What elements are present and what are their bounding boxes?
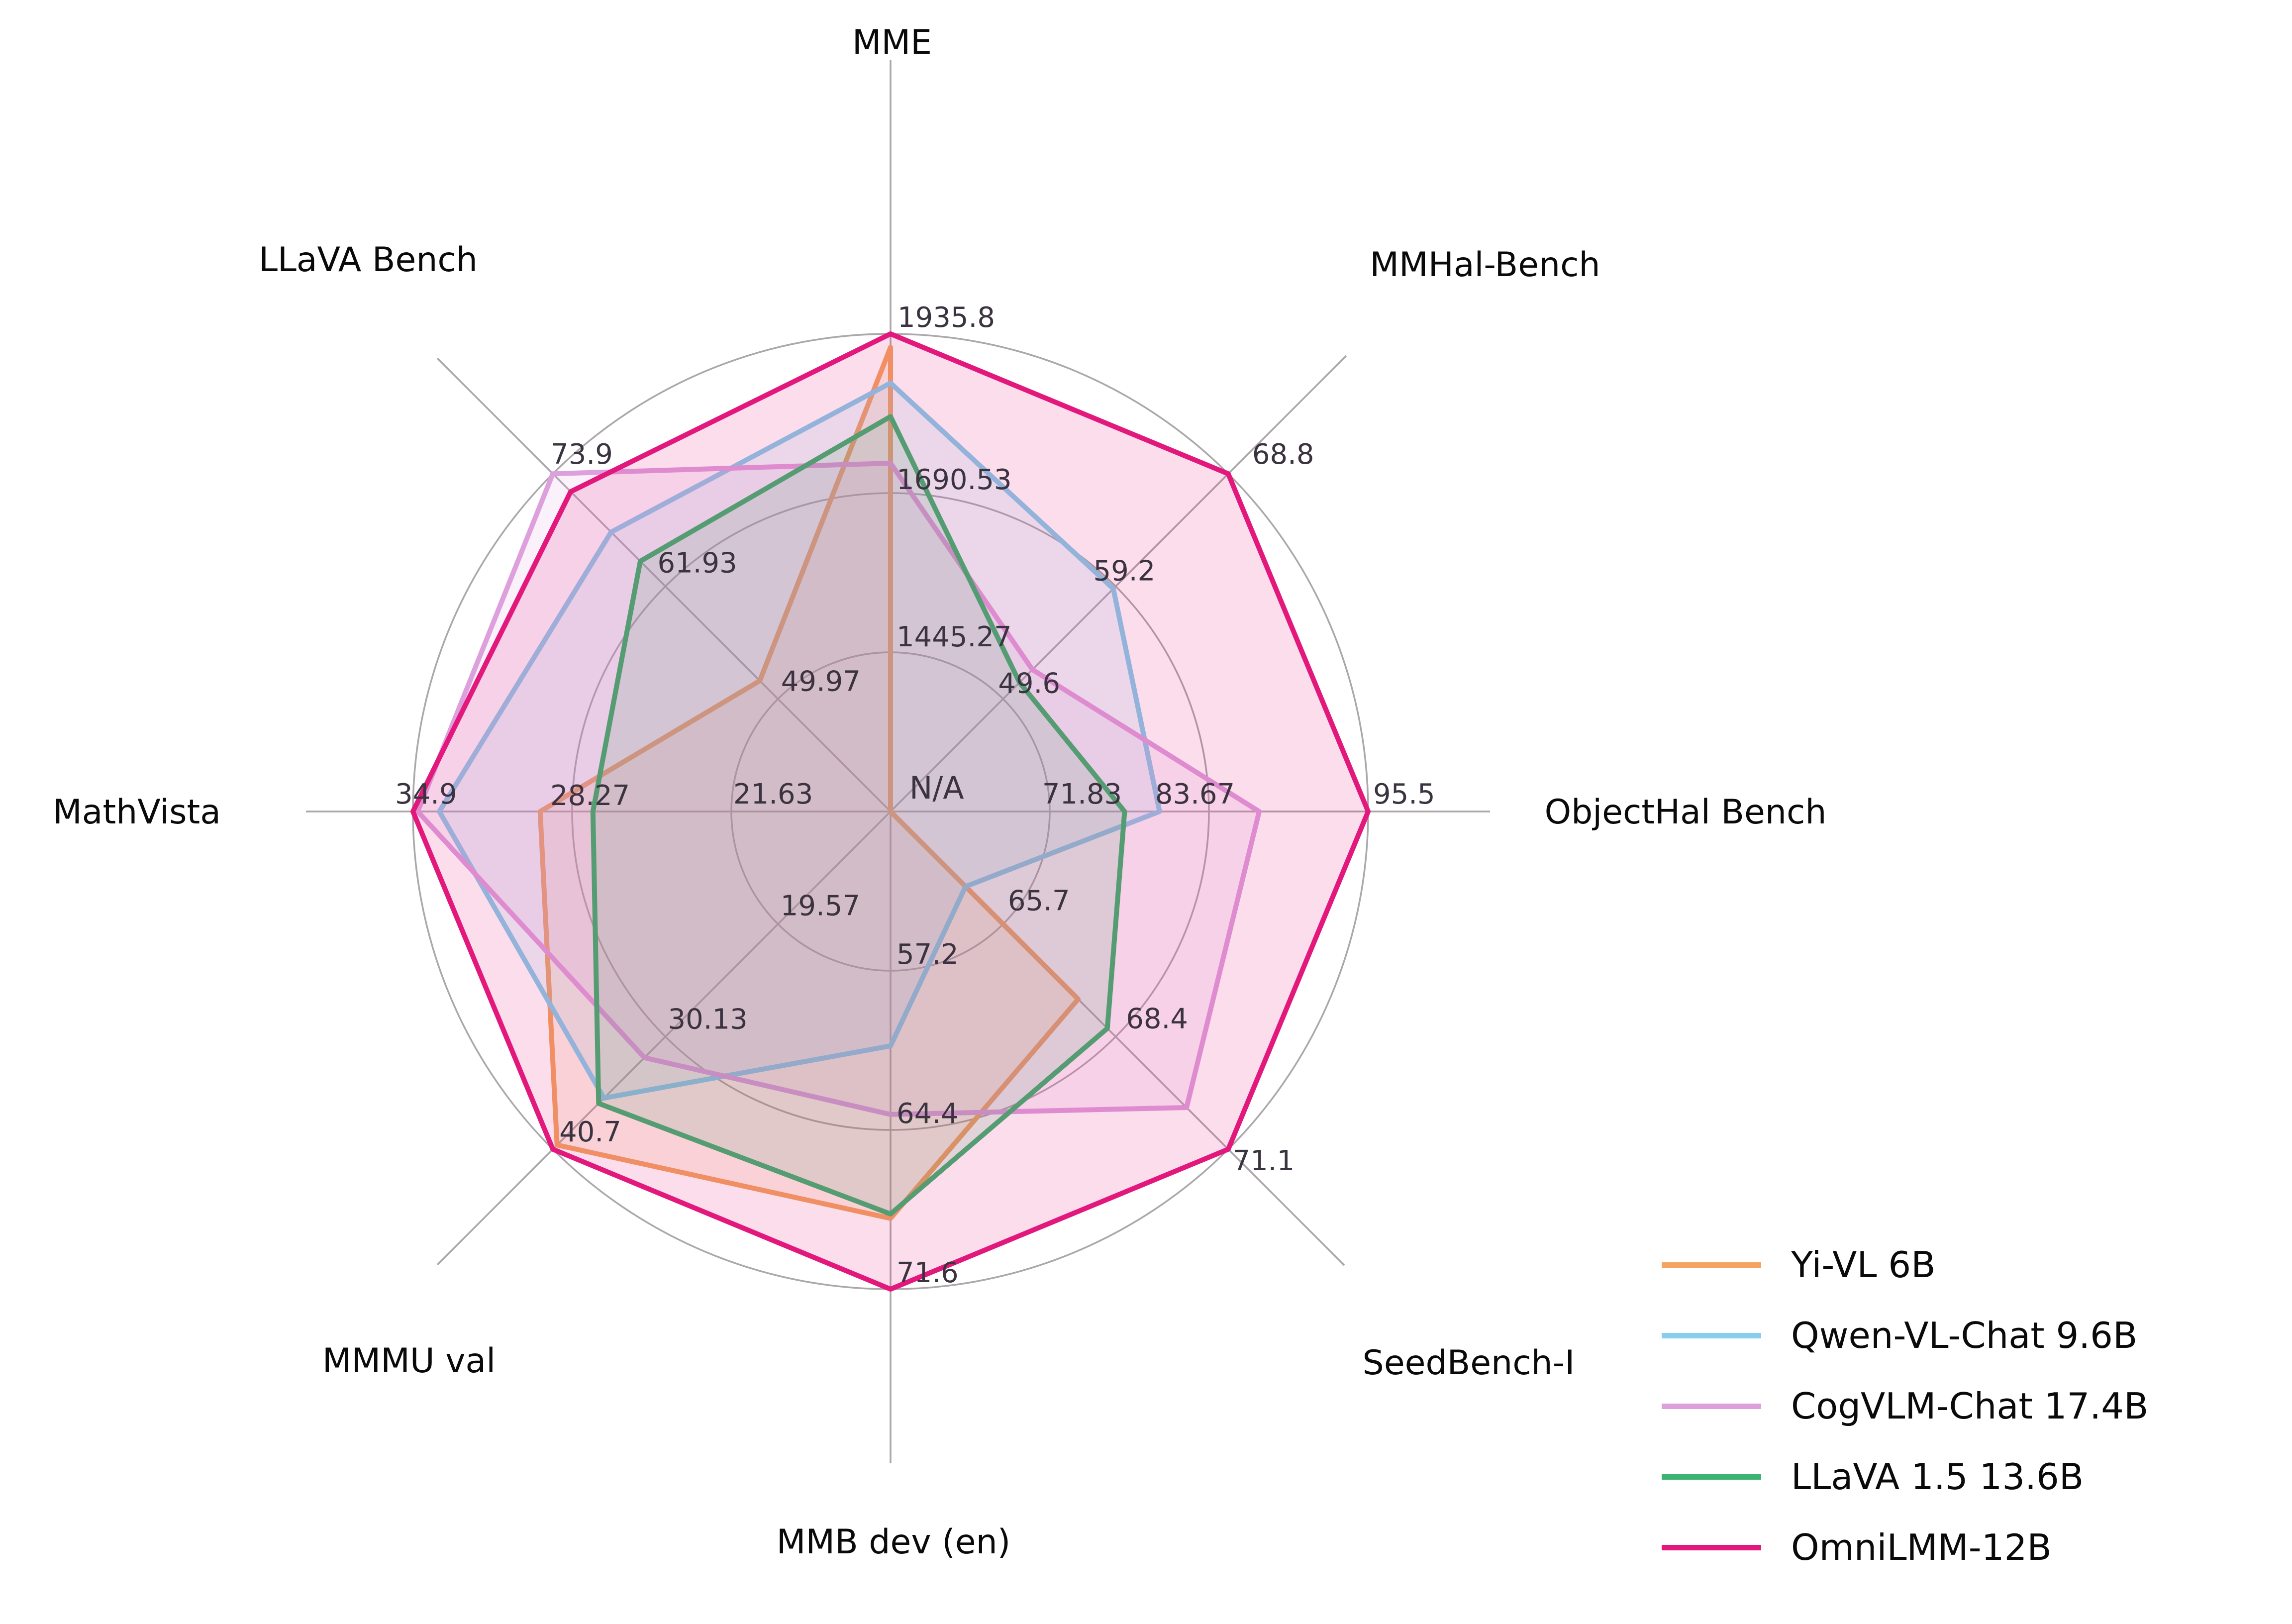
axis-title: MMMU val: [322, 1341, 496, 1381]
axis-title: SeedBench-I: [1363, 1343, 1575, 1383]
center-na-label: N/A: [909, 770, 964, 806]
ring-label: 30.13: [668, 1004, 747, 1036]
ring-label: 71.83: [1042, 778, 1122, 811]
legend-swatch-line: [1662, 1262, 1761, 1268]
series-fill: [439, 383, 1160, 1098]
ring-label: 65.7: [1008, 885, 1070, 917]
ring-label: 68.4: [1126, 1003, 1188, 1035]
ring-label: 68.8: [1252, 438, 1314, 471]
axis-title: MME: [852, 23, 932, 62]
ring-label: 28.27: [550, 780, 630, 812]
legend-label: CogVLM-Chat 17.4B: [1791, 1385, 2149, 1427]
series-line: [537, 345, 1081, 1221]
legend-swatch-line: [1662, 1544, 1761, 1550]
legend-label: OmniLMM-12B: [1791, 1526, 2052, 1568]
ring-label: 19.57: [781, 890, 860, 922]
legend-item: CogVLM-Chat 17.4B: [1662, 1371, 2148, 1441]
ring-label: 71.1: [1232, 1145, 1295, 1177]
ring-label: 61.93: [657, 547, 737, 579]
series-line: [437, 380, 1162, 1101]
legend-item: OmniLMM-12B: [1662, 1512, 2148, 1583]
legend-item: LLaVA 1.5 13.6B: [1662, 1441, 2148, 1512]
legend-item: Qwen-VL-Chat 9.6B: [1662, 1300, 2148, 1371]
series-fill: [413, 334, 1368, 1289]
axis-spoke: [890, 355, 1347, 812]
ring-label: 59.2: [1094, 555, 1156, 587]
ring-label: 1690.53: [897, 464, 1012, 496]
ring-label: 49.97: [781, 666, 861, 698]
legend-item: Yi-VL 6B: [1662, 1229, 2148, 1300]
legend-swatch-line: [1662, 1403, 1761, 1409]
axis-spoke: [437, 811, 892, 1265]
legend: Yi-VL 6B Qwen-VL-Chat 9.6B CogVLM-Chat 1…: [1662, 1229, 2148, 1583]
ring-label: 21.63: [733, 778, 813, 811]
ring-label: 64.4: [897, 1098, 959, 1130]
legend-label: LLaVA 1.5 13.6B: [1791, 1456, 2084, 1498]
series-line: [410, 331, 1371, 1292]
legend-label: Qwen-VL-Chat 9.6B: [1791, 1315, 2138, 1356]
legend-swatch-line: [1662, 1474, 1761, 1480]
axis-title: MMHal-Bench: [1370, 245, 1600, 285]
axis-spoke: [437, 358, 892, 812]
ring-label: 34.9: [395, 778, 457, 811]
legend-swatch-line: [1662, 1332, 1761, 1338]
ring-label: 1445.27: [897, 621, 1012, 653]
ring-label: 73.9: [551, 438, 613, 471]
ring-label: 40.7: [559, 1116, 621, 1148]
series-line: [590, 414, 1127, 1217]
axis-title: MathVista: [53, 793, 221, 832]
axis-title: LLaVA Bench: [259, 240, 478, 280]
ring-label: 83.67: [1155, 778, 1235, 811]
ring-label: 95.5: [1373, 778, 1435, 811]
axis-title: MMB dev (en): [777, 1522, 1010, 1562]
ring-label: 71.6: [897, 1257, 959, 1289]
ring-label: 49.6: [998, 668, 1060, 700]
axis-title: ObjectHal Bench: [1545, 793, 1827, 832]
ring-label: 57.2: [897, 938, 959, 971]
series-fill: [540, 347, 1079, 1218]
series-fill: [593, 416, 1125, 1214]
legend-label: Yi-VL 6B: [1791, 1244, 1936, 1286]
ring-label: 1935.8: [897, 302, 995, 334]
series-line: [415, 460, 1262, 1117]
